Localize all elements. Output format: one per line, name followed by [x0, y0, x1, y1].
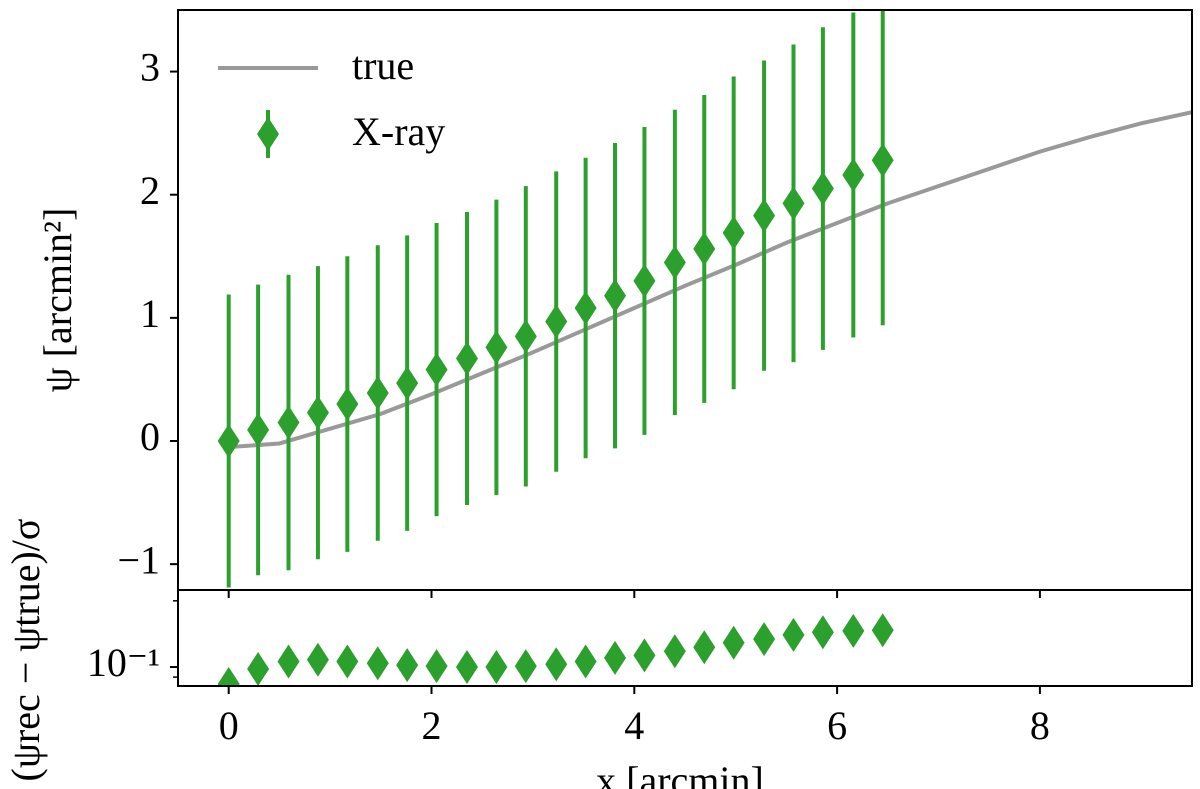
point: [514, 649, 537, 684]
point: [247, 651, 270, 686]
point: [217, 423, 240, 458]
plot-area: [217, 613, 894, 686]
true-line: [228, 110, 1192, 450]
point: [455, 341, 478, 376]
y-tick-label: −1: [117, 537, 160, 582]
point: [574, 644, 597, 679]
point: [545, 304, 568, 339]
point: [663, 245, 686, 280]
point: [604, 640, 627, 675]
point: [574, 291, 597, 326]
point: [514, 319, 537, 354]
plot-area: [217, 10, 1192, 588]
point: [693, 630, 716, 665]
point: [396, 648, 419, 683]
x-axis-label: x [arcmin]: [596, 758, 764, 789]
y-tick-label: 0: [140, 414, 160, 459]
x-tick-label: 0: [219, 703, 239, 748]
point: [871, 613, 894, 648]
legend-marker: [257, 117, 279, 151]
y-tick-label: 1: [140, 291, 160, 336]
point: [604, 278, 627, 313]
point: [693, 231, 716, 266]
point: [366, 646, 389, 681]
point: [336, 644, 359, 679]
point: [336, 387, 359, 422]
point: [722, 625, 745, 660]
point: [633, 263, 656, 298]
point: [455, 650, 478, 685]
point: [663, 634, 686, 669]
point: [782, 617, 805, 652]
point: [811, 171, 834, 206]
point: [811, 615, 834, 650]
point: [277, 405, 300, 440]
point: [366, 375, 389, 410]
legend-label: X-ray: [352, 109, 445, 154]
x-tick-label: 8: [1030, 703, 1050, 748]
axes-frame: [177, 9, 1193, 591]
point: [485, 330, 508, 365]
point: [753, 198, 776, 233]
point: [782, 186, 805, 221]
point: [871, 143, 894, 178]
point: [247, 412, 270, 447]
x-tick-label: 2: [422, 703, 442, 748]
y-axis-label: (ψrec − ψtrue)/σ: [3, 519, 48, 782]
point: [277, 644, 300, 679]
point: [842, 613, 865, 648]
point: [425, 352, 448, 387]
y-axis-label: ψ [arcmin²]: [35, 208, 80, 393]
point: [722, 215, 745, 250]
point: [842, 158, 865, 193]
y-tick-label: 3: [140, 45, 160, 90]
x-tick-label: 4: [624, 703, 644, 748]
legend-label: true: [352, 43, 414, 88]
point: [306, 642, 329, 677]
x-tick-label: 6: [827, 703, 847, 748]
point: [633, 638, 656, 673]
point: [753, 622, 776, 657]
y-tick-label: 10⁻¹: [87, 640, 160, 685]
point: [485, 650, 508, 685]
axes-frame: [177, 589, 1193, 687]
point: [306, 395, 329, 430]
y-tick-label: 2: [140, 168, 160, 213]
point: [425, 649, 448, 684]
point: [396, 366, 419, 401]
point: [545, 647, 568, 682]
point: [217, 667, 240, 686]
